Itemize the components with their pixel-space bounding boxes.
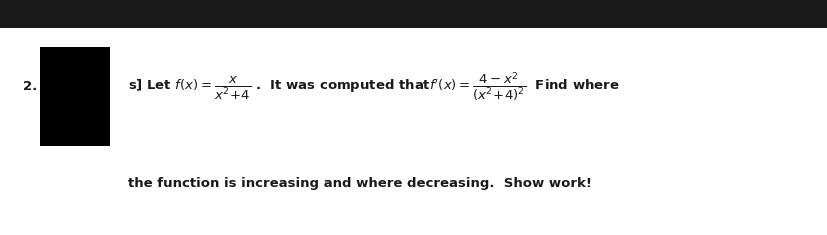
Text: 2.: 2. (23, 80, 37, 94)
Text: the function is increasing and where decreasing.  Show work!: the function is increasing and where dec… (128, 177, 591, 190)
FancyBboxPatch shape (0, 0, 827, 28)
Text: s] Let $f(x) = \dfrac{x}{x^2\!+\!4}$ .  It was computed that$f'(x) = \dfrac{4-x^: s] Let $f(x) = \dfrac{x}{x^2\!+\!4}$ . I… (128, 70, 619, 103)
FancyBboxPatch shape (40, 47, 110, 146)
